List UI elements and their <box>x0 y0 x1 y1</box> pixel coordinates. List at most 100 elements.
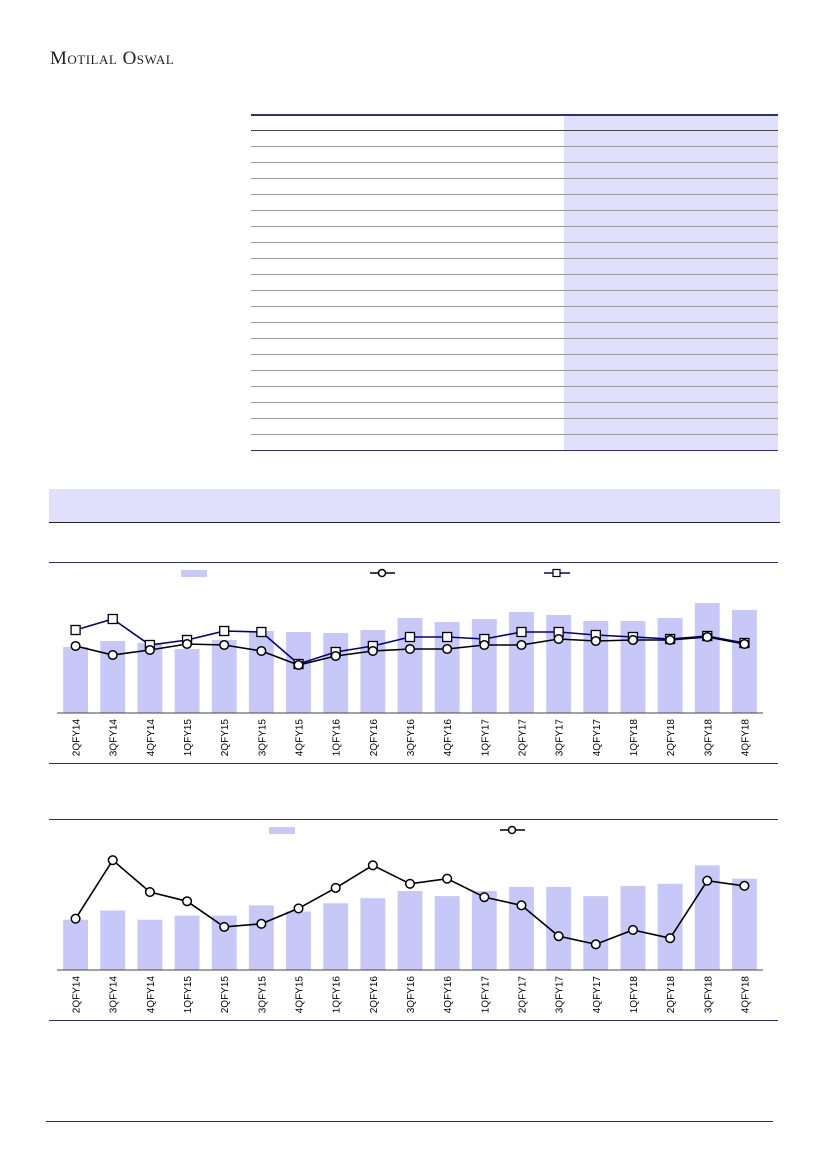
table-row <box>251 242 778 243</box>
chart-1-bar <box>63 647 89 713</box>
chart-1-x-tick-label: 2QFY16 <box>369 719 380 757</box>
chart-1-bottom-rule <box>49 763 778 764</box>
chart-1-point-circle <box>144 644 155 656</box>
chart-2-point-circle <box>479 892 490 903</box>
chart-1-x-tick-label: 4QFY16 <box>443 719 454 757</box>
chart-1-point-circle <box>442 643 453 655</box>
section-header-rule <box>49 522 780 523</box>
chart-1-x-tick-label: 3QFY17 <box>555 719 566 757</box>
chart-1-point-circle <box>330 650 341 662</box>
chart-2-x-tick-label: 3QFY14 <box>109 976 120 1014</box>
table-row <box>251 402 778 403</box>
chart-1-point-circle <box>256 645 267 657</box>
chart-2-bar <box>248 905 274 970</box>
chart-1-point-circle <box>182 638 193 650</box>
chart-2: 2QFY14 3QFY14 4QFY14 1QFY15 2QFY15 3QFY15 4QFY… <box>49 819 778 1021</box>
chart-1-legend-bar-swatch <box>181 570 207 577</box>
chart-1-bar <box>323 633 349 713</box>
chart-1-point-circle <box>479 639 490 651</box>
chart-2-x-tick-label: 2QFY14 <box>72 976 83 1014</box>
chart-1-bar <box>694 603 720 713</box>
chart-1-bar <box>211 640 237 713</box>
chart-1-bar <box>174 649 200 713</box>
chart-1-point-circle <box>627 634 638 646</box>
chart-1-point-circle <box>739 638 750 650</box>
chart-1-point-circle <box>665 634 676 646</box>
chart-2-point-circle <box>144 886 155 898</box>
chart-1-x-tick-label: 4QFY14 <box>146 719 157 757</box>
chart-1-bar <box>731 610 757 713</box>
chart-1-point-square <box>256 626 267 638</box>
chart-1: 2QFY14 3QFY14 4QFY14 1QFY15 2QFY15 3QFY15 4QFY… <box>49 562 778 764</box>
chart-1-point-circle <box>293 659 304 671</box>
data-table <box>251 114 778 451</box>
chart-2-point-circle <box>107 855 118 866</box>
table-row <box>251 130 778 131</box>
chart-2-bar <box>174 915 200 970</box>
chart-1-x-tick-label: 2QFY14 <box>72 719 83 757</box>
chart-2-x-tick-label: 1QFY18 <box>629 976 640 1014</box>
section-header-band <box>49 489 780 522</box>
chart-2-point-circle <box>219 921 230 932</box>
chart-1-top-rule <box>49 562 778 563</box>
chart-1-point-circle <box>367 645 378 657</box>
chart-1-x-tick-label: 1QFY16 <box>332 719 343 757</box>
chart-1-point-circle <box>553 633 564 645</box>
chart-2-x-tick-label: 3QFY16 <box>406 976 417 1014</box>
table-row <box>251 210 778 211</box>
chart-1-point-circle <box>590 635 601 647</box>
chart-2-point-circle <box>627 924 638 936</box>
chart-2-point-circle <box>70 913 81 924</box>
chart-2-x-tick-label: 4QFY17 <box>592 976 603 1014</box>
table-row <box>251 386 778 387</box>
chart-2-bar <box>731 878 757 970</box>
table-row <box>251 258 778 259</box>
table-row <box>251 226 778 227</box>
chart-2-bar <box>323 903 349 970</box>
chart-1-point-square <box>516 626 527 638</box>
chart-2-bottom-rule <box>49 1020 778 1021</box>
chart-2-plot: 2QFY14 3QFY14 4QFY14 1QFY15 2QFY15 3QFY15 4QFY… <box>57 855 763 1014</box>
chart-2-point-circle <box>665 933 676 944</box>
chart-2-point-circle <box>330 882 341 893</box>
chart-1-x-tick-label: 4QFY17 <box>592 719 603 757</box>
chart-2-bar <box>100 910 126 970</box>
table-row <box>251 306 778 307</box>
chart-1-point-circle <box>219 639 230 651</box>
chart-2-x-tick-label: 4QFY18 <box>740 976 751 1014</box>
chart-2-point-circle <box>442 873 453 884</box>
table-row <box>251 322 778 323</box>
chart-1-point-square <box>442 631 453 643</box>
chart-2-point-circle <box>256 918 267 929</box>
table-bottom-rule <box>251 450 778 451</box>
chart-1-plot: 2QFY14 3QFY14 4QFY14 1QFY15 2QFY15 3QFY15 4QFY… <box>57 603 763 757</box>
chart-2-top-rule <box>49 819 778 820</box>
chart-1-point-circle <box>70 640 81 652</box>
table-row <box>251 290 778 291</box>
chart-2-x-tick-label: 4QFY15 <box>295 976 306 1014</box>
chart-1-x-tick-label: 2QFY18 <box>666 719 677 757</box>
chart-2-point-circle <box>516 900 527 911</box>
chart-2-point-circle <box>702 875 713 886</box>
chart-1-x-tick-label: 3QFY16 <box>406 719 417 757</box>
chart-1-bar <box>471 619 497 713</box>
chart-2-x-tick-label: 2QFY18 <box>666 976 677 1014</box>
chart-2-point-circle <box>404 878 416 889</box>
chart-2-x-tick-label: 3QFY18 <box>703 976 714 1014</box>
chart-2-bar <box>397 890 423 970</box>
table-row <box>251 354 778 355</box>
chart-1-point-square <box>404 631 416 643</box>
chart-1-x-tick-label: 3QFY18 <box>703 719 714 757</box>
chart-2-x-tick-label: 1QFY15 <box>183 976 194 1014</box>
chart-1-bar <box>657 618 683 713</box>
table-top-rule <box>251 114 778 116</box>
chart-2-point-circle <box>182 896 193 907</box>
chart-2-x-tick-label: 1QFY16 <box>332 976 343 1014</box>
table-row <box>251 146 778 147</box>
chart-1-bar <box>286 632 311 713</box>
chart-2-bar <box>471 890 497 970</box>
chart-1-x-tick-label: 1QFY17 <box>480 719 491 757</box>
table-row <box>251 178 778 179</box>
chart-2-point-circle <box>293 903 304 914</box>
chart-2-bar <box>434 896 460 970</box>
